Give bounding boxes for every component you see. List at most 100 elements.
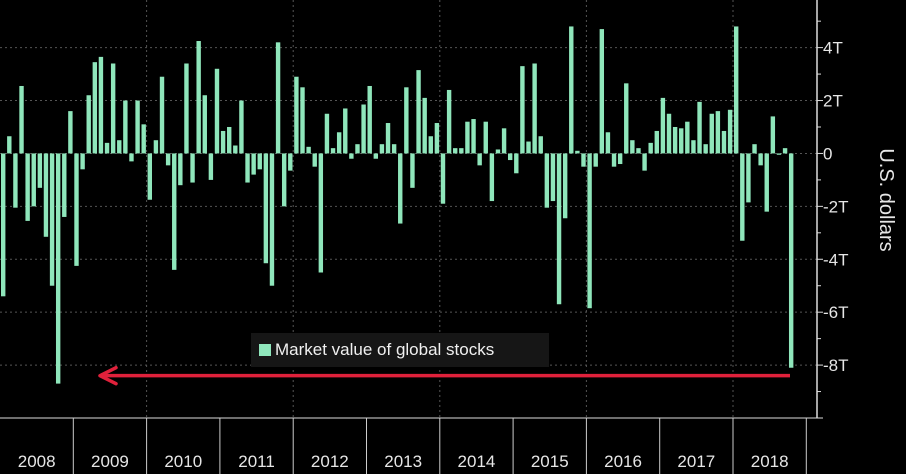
bar-2014-1 (440, 153, 446, 204)
bar-2012-11 (355, 144, 360, 154)
bar-2013-10 (422, 97, 427, 154)
bar-2015-10 (569, 26, 574, 154)
bar-2009-11 (135, 100, 140, 154)
bar-2011-7 (257, 153, 262, 170)
bar-2015-5 (538, 136, 543, 154)
x-tick-label: 2013 (384, 452, 422, 471)
bar-2011-1 (220, 130, 226, 154)
bar-2015-1 (514, 153, 519, 174)
bar-2010-10 (202, 95, 207, 154)
x-tick-label: 2015 (531, 452, 569, 471)
bar-2017-1 (660, 97, 666, 154)
bar-2012-2 (300, 87, 305, 154)
bar-2013-2 (373, 153, 379, 159)
bar-2016-8 (630, 140, 635, 154)
x-tick-label: 2014 (458, 452, 496, 471)
bar-2010-8 (190, 153, 195, 183)
bar-2014-5 (465, 121, 470, 154)
y-axis: 4T 2T 0 -2T -4T -6T -8T (816, 0, 849, 419)
bar-2015-9 (562, 153, 568, 219)
bar-2008-3 (13, 153, 18, 208)
bar-2018-8 (776, 153, 782, 155)
y-tick-label: -2T (823, 197, 849, 216)
y-tick-label: 0 (823, 144, 832, 163)
bar-2017-7 (697, 101, 702, 154)
x-tick-label: 2016 (604, 452, 642, 471)
bar-2016-4 (605, 132, 611, 154)
bar-2014-10 (495, 149, 501, 154)
bar-2018-1 (734, 26, 739, 154)
bar-2013-11 (428, 136, 433, 154)
bar-2013-6 (398, 153, 403, 224)
bar-2012-7 (330, 148, 336, 154)
bar-2010-4 (165, 153, 171, 166)
bar-2012-1 (294, 76, 299, 154)
bar-2017-8 (703, 144, 708, 154)
bar-2009-8 (117, 140, 122, 154)
bar-2011-6 (251, 153, 256, 175)
bar-2017-4 (679, 128, 684, 154)
bar-2009-9 (123, 100, 128, 154)
bar-2008-2 (7, 136, 12, 154)
bar-2010-7 (184, 63, 189, 154)
legend-swatch (259, 344, 271, 356)
y-tick-label: -6T (823, 303, 849, 322)
bar-2014-12 (507, 153, 513, 161)
bar-2008-11 (62, 153, 67, 217)
bar-2011-8 (263, 153, 269, 264)
bar-2016-11 (648, 142, 653, 154)
bar-2013-9 (416, 70, 421, 154)
bar-2017-6 (691, 140, 696, 154)
bar-2009-1 (74, 153, 79, 266)
bar-2016-3 (599, 29, 605, 154)
bar-2014-7 (477, 153, 482, 166)
bar-2013-5 (391, 144, 397, 154)
bar-2017-9 (709, 113, 714, 154)
bar-2016-9 (636, 148, 641, 154)
bar-2012-10 (349, 153, 354, 159)
bar-2018-4 (752, 144, 757, 154)
bar-2016-7 (624, 83, 629, 154)
bar-2012-4 (312, 153, 317, 167)
bar-2013-8 (410, 153, 415, 188)
bar-2015-4 (532, 63, 537, 154)
bar-2009-3 (86, 95, 91, 154)
bar-2015-12 (581, 153, 586, 167)
bar-2010-9 (196, 41, 201, 154)
bar-2008-7 (37, 153, 43, 188)
bar-2017-10 (715, 111, 721, 154)
bar-2018-5 (758, 153, 763, 166)
bar-2010-2 (153, 140, 159, 154)
bar-2011-9 (269, 153, 275, 286)
bar-2011-2 (227, 126, 232, 154)
red-arrow-annotation (98, 365, 790, 386)
bar-2015-7 (550, 153, 556, 202)
bar-2011-12 (288, 153, 293, 171)
bar-2010-6 (178, 153, 183, 186)
x-tick-label: 2010 (164, 452, 202, 471)
bar-2015-8 (556, 153, 562, 305)
bar-2013-4 (385, 123, 391, 154)
bar-2011-3 (233, 145, 238, 154)
bar-2014-8 (483, 121, 488, 154)
y-tick-label: 2T (823, 92, 843, 111)
bar-2012-3 (306, 146, 311, 154)
bar-2015-2 (520, 66, 525, 154)
bar-2009-6 (104, 142, 110, 154)
bar-2017-5 (685, 121, 690, 154)
bar-2013-3 (379, 144, 385, 154)
bar-2008-1 (1, 153, 6, 297)
bar-2018-6 (764, 153, 769, 212)
y-tick-label: 4T (823, 39, 843, 58)
bar-2008-9 (49, 153, 55, 286)
bar-2012-6 (324, 113, 330, 154)
bar-2014-2 (446, 89, 452, 154)
bar-2010-3 (159, 76, 165, 154)
bar-2014-9 (489, 153, 495, 202)
bar-2016-10 (642, 153, 647, 171)
bar-2017-11 (721, 130, 727, 154)
bar-2016-5 (611, 153, 617, 167)
bar-2017-12 (727, 109, 733, 154)
bar-2009-5 (98, 56, 104, 154)
